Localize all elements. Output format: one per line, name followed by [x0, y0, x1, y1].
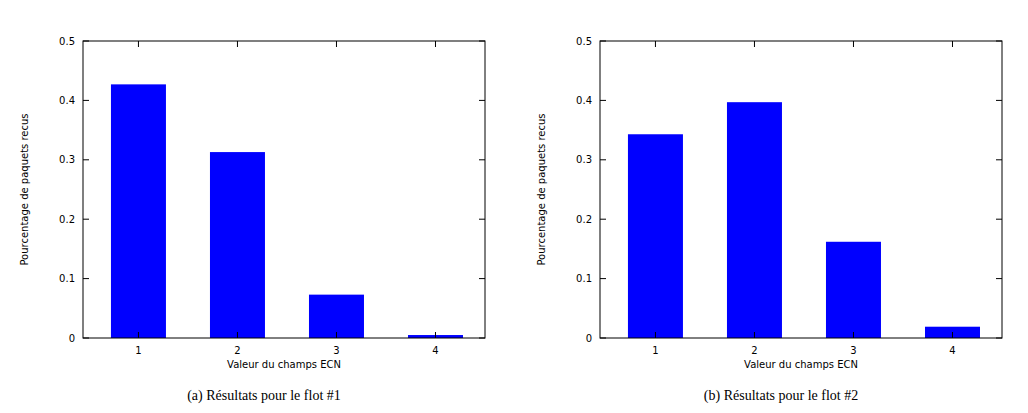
y-tick: [996, 219, 1002, 220]
y-axis-label: Pourcentage de paquets recus: [536, 113, 547, 265]
y-tick: [479, 278, 485, 279]
y-tick-label: 0.1: [59, 273, 75, 284]
plot-frame: [83, 41, 485, 338]
x-tick: [138, 332, 139, 338]
y-tick: [83, 159, 89, 160]
y-tick: [996, 100, 1002, 101]
y-tick: [600, 159, 606, 160]
y-tick-label: 0.2: [59, 214, 75, 225]
y-tick: [600, 100, 606, 101]
x-tick: [952, 41, 953, 47]
x-tick: [336, 41, 337, 47]
x-tick-label: 3: [333, 345, 339, 356]
bar: [628, 134, 683, 338]
bar: [111, 84, 166, 338]
x-tick-label: 2: [234, 345, 240, 356]
x-tick-label: 1: [652, 345, 658, 356]
y-tick: [83, 219, 89, 220]
y-tick-label: 0.3: [59, 154, 75, 165]
y-tick-label: 0.3: [576, 154, 592, 165]
y-tick: [83, 278, 89, 279]
x-tick: [435, 332, 436, 338]
y-tick: [83, 338, 89, 339]
bar: [727, 102, 782, 338]
bar: [925, 327, 980, 338]
y-tick: [479, 41, 485, 42]
x-tick-label: 4: [432, 345, 438, 356]
x-tick: [952, 332, 953, 338]
y-tick: [600, 278, 606, 279]
figure: 0 0.1 0.2 0.3 0.4 0.5 1 2 3 4 Valeur du champs ECN…: [0, 0, 1028, 413]
chart: 0 0.1 0.2 0.3 0.4 0.5 1 2 3 4 Valeur du champs ECN…: [19, 36, 485, 405]
x-tick: [754, 332, 755, 338]
y-tick: [996, 41, 1002, 42]
y-tick: [600, 338, 606, 339]
y-axis-label: Pourcentage de paquets recus: [19, 113, 30, 265]
y-tick-label: 0.4: [576, 95, 592, 106]
chart: 0 0.1 0.2 0.3 0.4 0.5 1 2 3 4 Valeur du champs ECN…: [536, 36, 1002, 405]
y-tick: [996, 278, 1002, 279]
y-tick-label: 0: [69, 333, 75, 344]
y-tick-label: 0: [586, 333, 592, 344]
y-tick: [83, 41, 89, 42]
y-tick-label: 0.2: [576, 214, 592, 225]
x-tick-label: 3: [850, 345, 856, 356]
chart-caption: (a) Résultats pour le flot #1: [187, 388, 341, 404]
bars: [628, 102, 980, 338]
y-tick: [600, 41, 606, 42]
y-tick: [83, 100, 89, 101]
y-tick-label: 0.4: [59, 95, 75, 106]
x-tick: [336, 332, 337, 338]
y-tick-label: 0.1: [576, 273, 592, 284]
x-tick: [237, 332, 238, 338]
y-tick: [479, 100, 485, 101]
bar: [210, 152, 265, 338]
y-tick: [479, 219, 485, 220]
y-tick-label: 0.5: [576, 36, 592, 47]
bar: [309, 295, 364, 338]
chart-caption: (b) Résultats pour le flot #2: [704, 388, 858, 404]
y-tick: [479, 159, 485, 160]
x-tick: [435, 41, 436, 47]
x-tick: [853, 41, 854, 47]
bars: [111, 84, 463, 338]
y-tick-label: 0.5: [59, 36, 75, 47]
y-tick: [479, 338, 485, 339]
x-tick: [138, 41, 139, 47]
y-tick: [996, 159, 1002, 160]
x-tick-label: 4: [949, 345, 955, 356]
x-tick: [853, 332, 854, 338]
x-tick: [655, 41, 656, 47]
x-tick: [754, 41, 755, 47]
x-axis-label: Valeur du champs ECN: [744, 359, 858, 370]
bar: [826, 242, 881, 338]
x-tick-label: 2: [751, 345, 757, 356]
x-tick: [237, 41, 238, 47]
plot-frame: [600, 41, 1002, 338]
y-tick: [996, 338, 1002, 339]
x-tick: [655, 332, 656, 338]
x-axis-label: Valeur du champs ECN: [227, 359, 341, 370]
y-tick: [600, 219, 606, 220]
x-tick-label: 1: [135, 345, 141, 356]
